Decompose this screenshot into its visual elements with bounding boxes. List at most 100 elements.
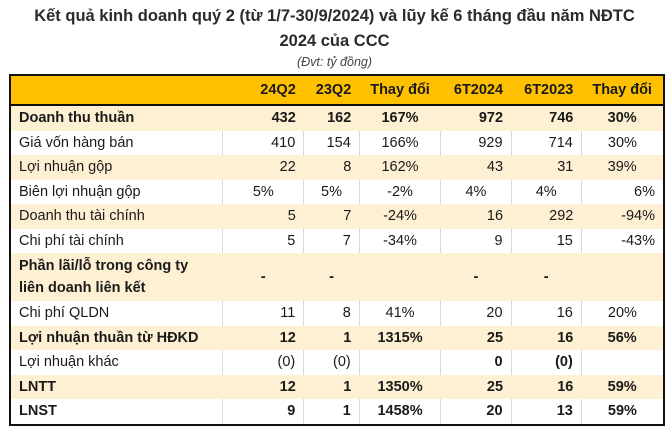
table-row-financial-expense: Chi phí tài chính 5 7 -34% 9 15 -43% <box>10 228 664 253</box>
cell-change-6m: -94% <box>581 204 664 229</box>
cell-6t2023: 16 <box>511 325 582 350</box>
cell-change-6m: 30% <box>581 105 664 131</box>
cell-6t2024: 25 <box>440 374 512 399</box>
cell-6t2024: 4% <box>440 179 512 204</box>
cell-24q2: 22 <box>222 155 304 180</box>
cell-24q2: 11 <box>222 301 304 326</box>
row-label: Biên lợi nhuận gộp <box>10 179 223 204</box>
row-label: Doanh thu thuần <box>10 105 223 131</box>
cell-6t2023: 16 <box>510 301 582 326</box>
cell-change-6m: 56% <box>581 325 664 350</box>
header-change-quarter: Thay đổi <box>359 75 441 106</box>
cell-6t2023: 15 <box>510 228 582 253</box>
cell-23q2: - <box>303 253 360 301</box>
table-row-operating-profit: Lợi nhuận thuần từ HĐKD 12 1 1315% 25 16… <box>10 325 664 350</box>
cell-6t2023: 714 <box>510 130 582 155</box>
cell-change-q: 1315% <box>359 325 441 350</box>
cell-change-6m: 59% <box>580 399 664 425</box>
title-line-1: Kết quả kinh doanh quý 2 (từ 1/7-30/9/20… <box>34 7 635 25</box>
cell-24q2: 5 <box>222 204 304 229</box>
cell-23q2: 1 <box>303 399 360 425</box>
cell-23q2: 1 <box>303 325 360 350</box>
cell-23q2: 8 <box>303 155 360 180</box>
cell-24q2: 12 <box>222 325 304 350</box>
cell-change-q: 166% <box>358 130 441 155</box>
cell-change-q: -34% <box>358 228 441 253</box>
row-label: LNTT <box>10 374 223 399</box>
cell-24q2: 12 <box>222 374 304 399</box>
cell-6t2024: 20 <box>440 399 512 425</box>
cell-24q2: 432 <box>222 105 304 131</box>
cell-24q2: 5% <box>222 179 304 204</box>
cell-23q2: (0) <box>303 350 360 375</box>
row-label: Lợi nhuận gộp <box>10 155 223 180</box>
cell-6t2023: - <box>511 253 582 301</box>
cell-6t2023: 16 <box>511 374 582 399</box>
table-header-row: 24Q2 23Q2 Thay đổi 6T2024 6T2023 Thay đổ… <box>10 75 664 106</box>
cell-6t2024: 20 <box>440 301 512 326</box>
header-24q2: 24Q2 <box>222 75 304 106</box>
cell-change-6m: -43% <box>580 228 664 253</box>
cell-change-q: -2% <box>358 179 441 204</box>
table-row-other-profit: Lợi nhuận khác (0) (0) 0 (0) <box>10 350 664 375</box>
cell-6t2023: 746 <box>511 105 582 131</box>
cell-6t2024: 25 <box>440 325 512 350</box>
cell-6t2024: 9 <box>440 228 512 253</box>
cell-change-6m: 30% <box>580 130 664 155</box>
cell-change-q: 167% <box>359 105 441 131</box>
cell-change-q <box>358 350 441 375</box>
cell-change-q: 1350% <box>359 374 441 399</box>
cell-23q2: 7 <box>303 204 360 229</box>
cell-24q2: 410 <box>222 130 304 155</box>
table-row-associate-profit: Phần lãi/lỗ trong công ty liên doanh liê… <box>10 253 664 301</box>
cell-24q2: (0) <box>222 350 304 375</box>
table-row-gross-margin: Biên lợi nhuận gộp 5% 5% -2% 4% 4% 6% <box>10 179 664 204</box>
cell-change-q <box>359 253 441 301</box>
row-label: Chi phí QLDN <box>10 301 223 326</box>
cell-24q2: 5 <box>222 228 304 253</box>
header-6t2024: 6T2024 <box>440 75 512 106</box>
cell-change-6m: 6% <box>580 179 664 204</box>
cell-change-6m <box>581 253 664 301</box>
cell-6t2024: 43 <box>440 155 512 180</box>
row-label: Doanh thu tài chính <box>10 204 223 229</box>
cell-23q2: 154 <box>303 130 360 155</box>
cell-change-6m: 59% <box>581 374 664 399</box>
row-label: Phần lãi/lỗ trong công ty liên doanh liê… <box>10 253 223 301</box>
cell-change-6m <box>580 350 664 375</box>
table-row-pretax-profit: LNTT 12 1 1350% 25 16 59% <box>10 374 664 399</box>
header-23q2: 23Q2 <box>303 75 360 106</box>
cell-change-q: -24% <box>359 204 441 229</box>
table-row-cogs: Giá vốn hàng bán 410 154 166% 929 714 30… <box>10 130 664 155</box>
table-row-financial-income: Doanh thu tài chính 5 7 -24% 16 292 -94% <box>10 204 664 229</box>
cell-6t2024: 929 <box>440 130 512 155</box>
title-line-2: 2024 của CCC <box>279 32 390 50</box>
report-title: Kết quả kinh doanh quý 2 (từ 1/7-30/9/20… <box>0 4 669 54</box>
table-row-net-profit: LNST 9 1 1458% 20 13 59% <box>10 399 664 425</box>
cell-6t2023: 4% <box>510 179 582 204</box>
table-row-gross-profit: Lợi nhuận gộp 22 8 162% 43 31 39% <box>10 155 664 180</box>
cell-6t2024: 972 <box>440 105 512 131</box>
cell-change-q: 1458% <box>358 399 441 425</box>
header-6t2023: 6T2023 <box>511 75 582 106</box>
row-label: LNST <box>10 399 223 425</box>
cell-24q2: 9 <box>222 399 304 425</box>
unit-note: (Đvt: tỷ đồng) <box>296 55 373 69</box>
financial-results-table: 24Q2 23Q2 Thay đổi 6T2024 6T2023 Thay đổ… <box>9 74 665 426</box>
row-label: Lợi nhuận khác <box>10 350 223 375</box>
header-label-col <box>10 75 223 106</box>
cell-6t2024: 0 <box>440 350 512 375</box>
cell-6t2023: 31 <box>511 155 582 180</box>
cell-24q2: - <box>222 253 304 301</box>
cell-23q2: 162 <box>303 105 360 131</box>
table-row-admin-expense: Chi phí QLDN 11 8 41% 20 16 20% <box>10 301 664 326</box>
cell-23q2: 8 <box>303 301 360 326</box>
cell-23q2: 5% <box>303 179 360 204</box>
cell-6t2023: 292 <box>511 204 582 229</box>
cell-6t2024: - <box>440 253 512 301</box>
cell-change-q: 41% <box>358 301 441 326</box>
cell-change-q: 162% <box>359 155 441 180</box>
cell-6t2023: 13 <box>510 399 582 425</box>
row-label: Lợi nhuận thuần từ HĐKD <box>10 325 223 350</box>
cell-23q2: 7 <box>303 228 360 253</box>
